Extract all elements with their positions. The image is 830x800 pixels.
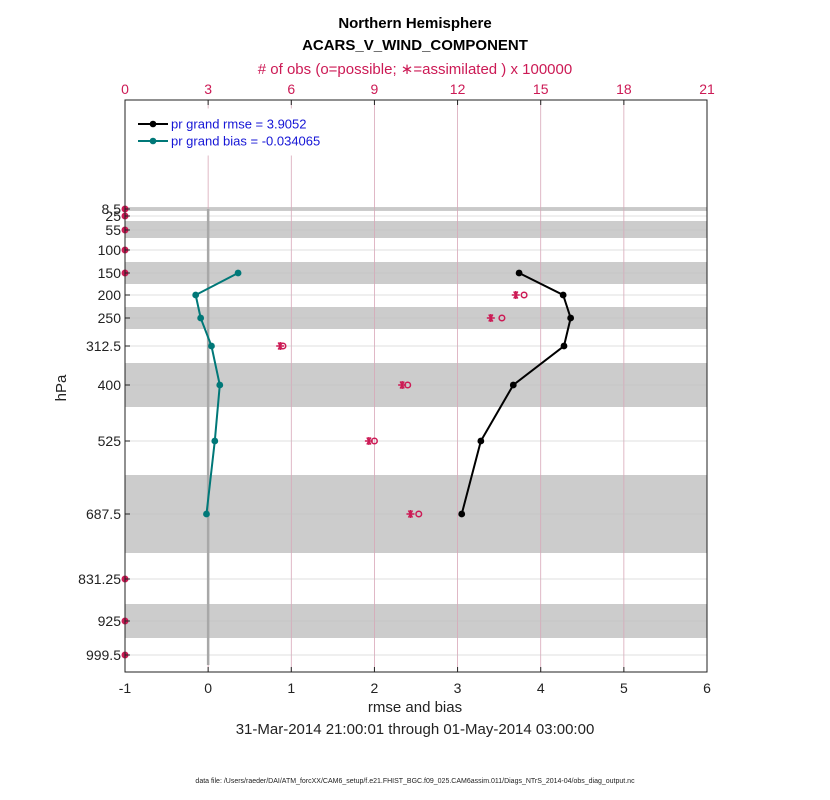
y-tick-label: 312.5 (86, 338, 121, 354)
layer-bands (125, 207, 707, 638)
bias-marker (208, 342, 215, 350)
legend-box (130, 108, 347, 156)
top-tick-label: 15 (533, 81, 549, 97)
y-tick-label: 687.5 (86, 506, 121, 522)
x-tick-label: 1 (287, 680, 295, 696)
y-tick-label: 200 (98, 287, 122, 303)
legend: pr grand rmse = 3.9052 pr grand bias = -… (130, 108, 347, 156)
obs-assimilated-marker (406, 510, 415, 518)
tick-labels: -1 0 1 2 3 4 5 60 3 6 9 12 15 18 218.52555100150200250… (78, 81, 715, 696)
obs-assimilated-marker (276, 342, 285, 350)
bias-marker (203, 510, 210, 518)
bias-marker (216, 381, 224, 389)
chart-title: Northern Hemisphere (338, 15, 491, 32)
top-tick-label: 12 (450, 81, 466, 97)
obs-possible-marker (415, 510, 423, 518)
y-tick-label: 831.25 (78, 571, 121, 587)
y-tick-label: 25 (105, 208, 121, 224)
top-tick-label: 3 (204, 81, 212, 97)
legend-rmse-marker (149, 120, 157, 128)
bias-marker (197, 314, 205, 322)
x-tick-label: -1 (119, 680, 132, 696)
obs-assimilated-marker (398, 381, 407, 389)
chart-subtitle: ACARS_V_WIND_COMPONENT (302, 37, 528, 54)
y-tick-label: 100 (98, 242, 122, 258)
top-tick-label: 18 (616, 81, 632, 97)
x-tick-label: 2 (371, 680, 379, 696)
x-tick-label: 5 (620, 680, 628, 696)
bias-marker (211, 437, 219, 445)
layer-band (125, 221, 707, 238)
top-axis-label: # of obs (o=possible; ∗=assimilated ) x … (258, 61, 572, 78)
top-tick-label: 9 (371, 81, 379, 97)
plot-frame (124, 99, 708, 673)
y-tick-label: 925 (98, 613, 122, 629)
data-file-footer: data file: /Users/raeder/DAI/ATM_forcXX/… (195, 778, 635, 785)
top-tick-label: 6 (287, 81, 295, 97)
top-tick-label: 21 (699, 81, 715, 97)
rmse-marker (477, 437, 485, 445)
x-tick-label: 4 (537, 680, 545, 696)
rmse-marker (515, 269, 523, 277)
obs-assimilated-marker (364, 437, 373, 445)
y-tick-label: 150 (98, 265, 122, 281)
rmse-marker (559, 291, 567, 299)
bias-marker (192, 291, 200, 299)
y-tick-label: 55 (105, 222, 121, 238)
x-tick-label: 3 (454, 680, 462, 696)
y-tick-label: 8.5 (102, 201, 122, 217)
bias-marker (234, 269, 242, 277)
rmse-marker (567, 314, 575, 322)
x-tick-label: 6 (703, 680, 711, 696)
obs-assimilated-marker (486, 314, 495, 322)
rmse-marker (458, 510, 466, 518)
rmse-marker (509, 381, 517, 389)
legend-bias-label: pr grand bias = -0.034065 (171, 134, 320, 149)
x-axis-label: rmse and bias (368, 699, 462, 716)
obs-count-layer (121, 205, 528, 659)
y-axis-label: hPa (53, 374, 70, 401)
date-range: 31-Mar-2014 21:00:01 through 01-May-2014… (236, 721, 595, 738)
top-tick-label: 0 (121, 81, 129, 97)
rmse-marker (560, 342, 568, 350)
obs-possible-marker (498, 314, 506, 322)
obs-possible-marker (520, 291, 528, 299)
legend-rmse-label: pr grand rmse = 3.9052 (171, 117, 307, 132)
y-tick-label: 525 (98, 433, 122, 449)
x-tick-label: 0 (204, 680, 212, 696)
y-tick-label: 400 (98, 377, 122, 393)
series-layer (192, 269, 575, 518)
obs-assimilated-marker (511, 291, 520, 299)
y-tick-label: 999.5 (86, 647, 121, 663)
legend-bias-marker (149, 137, 157, 145)
y-tick-label: 250 (98, 310, 122, 326)
